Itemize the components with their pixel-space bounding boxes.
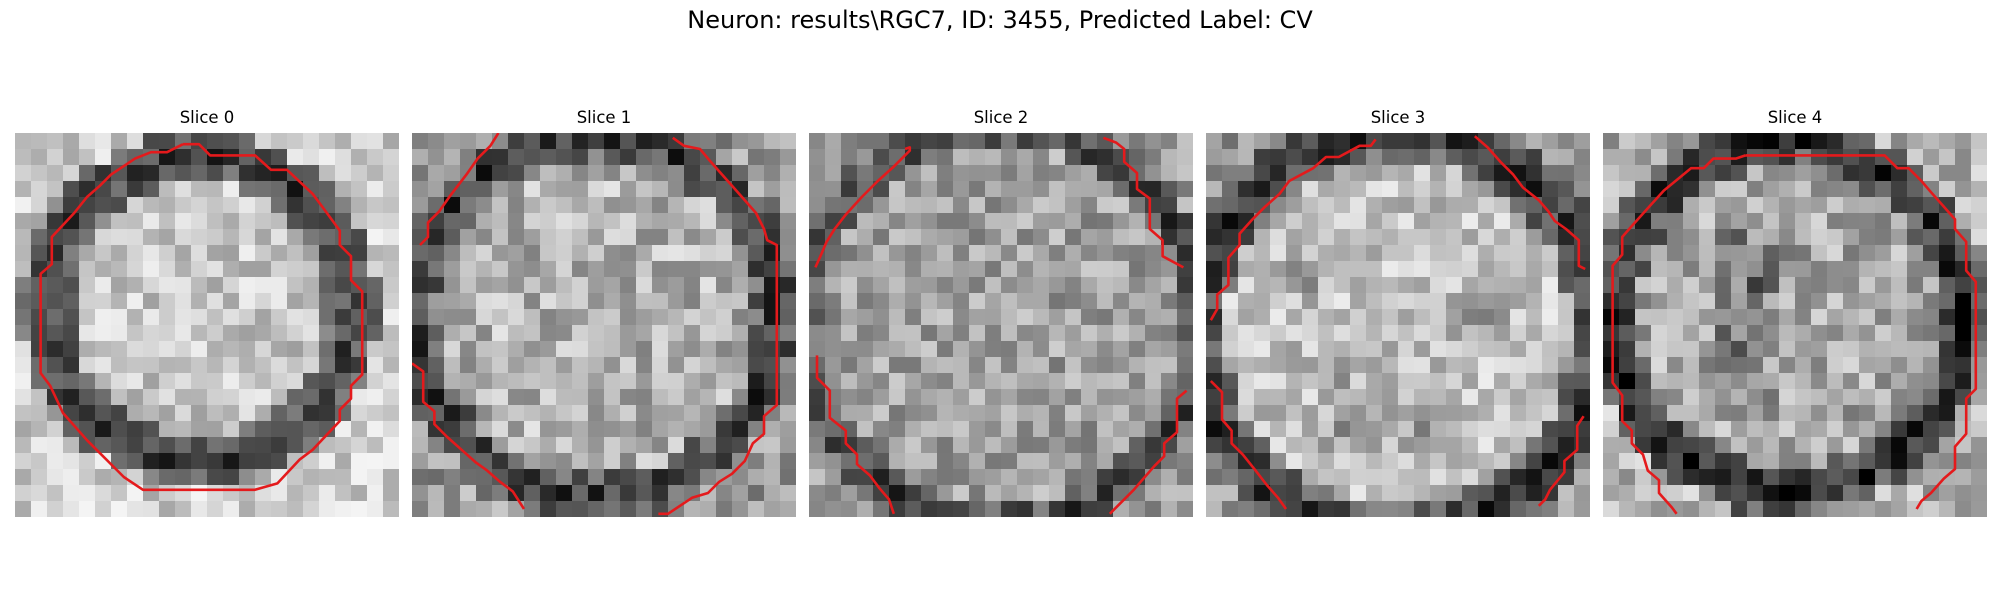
contour-line	[419, 133, 500, 246]
contour-line	[1108, 389, 1188, 515]
slice-4-image	[1603, 133, 1987, 517]
panel-title-slice-0: Slice 0	[179, 108, 235, 127]
contour-line	[1209, 380, 1288, 510]
slice-4-panel	[1603, 133, 1987, 517]
slice-0-image	[15, 133, 399, 517]
slice-1-panel	[412, 133, 796, 517]
contour-line	[39, 142, 364, 492]
slice-0-panel	[15, 133, 399, 517]
panel-title-slice-4: Slice 4	[1767, 108, 1823, 127]
slice-2-panel	[809, 133, 1193, 517]
slice-2-image	[809, 133, 1193, 517]
contour-line	[1473, 135, 1586, 271]
contour-line	[1209, 138, 1377, 321]
slice-1-image	[412, 133, 796, 517]
contour-line	[412, 362, 526, 510]
slice-3-image	[1206, 133, 1590, 517]
panel-title-slice-1: Slice 1	[576, 108, 632, 127]
contour-line	[1611, 154, 1746, 515]
contour-line	[815, 355, 896, 515]
figure-title: Neuron: results\RGC7, ID: 3455, Predicte…	[687, 6, 1313, 34]
contour-line	[1537, 415, 1585, 507]
panel-title-slice-2: Slice 2	[973, 108, 1029, 127]
panel-title-slice-3: Slice 3	[1370, 108, 1426, 127]
contour-line	[1745, 154, 1978, 510]
contour-line	[658, 136, 779, 516]
contour-line	[814, 146, 912, 268]
slice-3-panel	[1206, 133, 1590, 517]
contour-line	[1102, 136, 1185, 269]
